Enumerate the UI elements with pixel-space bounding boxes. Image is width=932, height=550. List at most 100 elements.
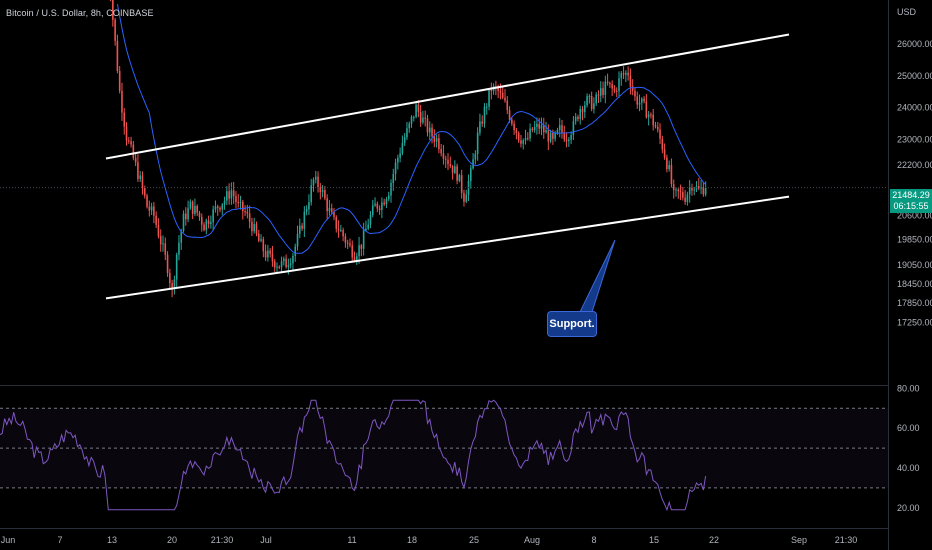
candle-body (162, 243, 164, 245)
candle-body (615, 90, 618, 92)
candle-body (565, 139, 568, 142)
candle-body (428, 127, 431, 133)
candle-body (114, 19, 116, 41)
candle-body (451, 166, 454, 173)
candle-body (356, 256, 358, 261)
last-price-value: 21484.29 (892, 190, 930, 200)
candle-body (652, 114, 654, 126)
candle-body (515, 130, 518, 134)
candle-body (210, 222, 212, 225)
candle-body (524, 138, 527, 141)
candle-body (271, 253, 274, 262)
candle-body (431, 127, 433, 137)
candle-body (273, 261, 276, 268)
candle-body (244, 211, 246, 213)
candle-body (305, 209, 308, 212)
rsi-tick-label: 20.00 (897, 503, 920, 513)
candle-body (397, 157, 399, 163)
candle-body (207, 220, 210, 225)
candle-body (631, 86, 634, 91)
candle-body (604, 81, 607, 95)
candle-body (182, 213, 185, 231)
rsi-pane (0, 399, 888, 512)
candle-body (143, 187, 146, 196)
candle-body (447, 159, 449, 165)
candle-body (406, 128, 408, 138)
candle-body (641, 98, 643, 103)
price-axis[interactable]: 26000.00 25000.00 24000.00 23000.00 22200.00… (897, 39, 932, 513)
candle-body (497, 87, 499, 91)
candle-body (485, 106, 488, 108)
candle-body (196, 206, 198, 213)
price-tick-label: 19850.00 (897, 235, 932, 245)
candle-body (549, 132, 552, 142)
rsi-tick-label: 80.00 (897, 383, 920, 393)
candle-body (636, 96, 639, 105)
support-callout[interactable]: Support. (547, 311, 597, 337)
candle-body (283, 258, 285, 262)
candle-body (531, 128, 534, 131)
candle-body (146, 195, 148, 207)
candle-body (187, 208, 189, 220)
price-tick-label: 17250.00 (897, 317, 932, 327)
candle-body (367, 224, 369, 229)
candle-body (593, 103, 595, 110)
channel-lower-line[interactable] (105, 195, 790, 300)
candle-body (148, 206, 151, 211)
candle-body (134, 157, 137, 163)
candle-body (417, 104, 420, 112)
candle-body (413, 116, 415, 118)
candle-body (260, 239, 262, 241)
candle-body (656, 126, 659, 130)
rsi-line (0, 399, 707, 512)
candle-body (588, 95, 591, 97)
candle-body (371, 205, 374, 216)
candle-body (606, 81, 609, 83)
candle-body (622, 73, 625, 75)
currency-label: USD (897, 7, 917, 17)
candle-body (351, 245, 354, 258)
channel-upper-line[interactable] (105, 33, 790, 160)
candle-body (638, 102, 641, 105)
candle-body (178, 242, 180, 255)
candle-body (659, 129, 661, 139)
candle-body (677, 189, 680, 192)
price-tick-label: 22200.00 (897, 160, 932, 170)
candle-body (645, 101, 648, 118)
candle-body (506, 100, 509, 111)
candle-body (335, 216, 338, 229)
candle-body (239, 201, 242, 203)
candle-body (235, 196, 237, 203)
candle-body (200, 216, 203, 225)
candle-body (285, 258, 287, 268)
candle-body (568, 139, 570, 142)
candle-body (317, 176, 319, 188)
candle-body (481, 121, 483, 124)
candle-body (536, 123, 538, 127)
candle-body (194, 206, 196, 214)
time-tick-label: 11 (347, 535, 356, 545)
candle-body (374, 203, 376, 206)
candle-body (650, 114, 652, 116)
candle-body (141, 175, 144, 188)
candle-body (629, 75, 632, 87)
candle-body (488, 89, 490, 107)
candle-body (296, 233, 299, 247)
last-price-badge: 21484.29 06:15:55 (890, 189, 932, 213)
candle-body (410, 116, 413, 124)
candle-body (326, 198, 328, 211)
candle-body (121, 90, 123, 113)
candle-body (440, 149, 442, 154)
candle-body (693, 189, 696, 191)
candle-body (255, 224, 258, 234)
time-tick-label: 22 (709, 535, 719, 545)
candle-body (470, 168, 472, 181)
time-axis[interactable]: Jun 7 13 20 21:30 Jul 11 18 25 Aug 8 15 22 Sep 21:30 (1, 535, 858, 545)
candle-body (203, 224, 205, 231)
candle-body (700, 187, 702, 189)
rsi-tick-label: 40.00 (897, 463, 920, 473)
candle-body (454, 166, 456, 173)
candle-body (360, 245, 363, 249)
candle-body (442, 153, 445, 159)
